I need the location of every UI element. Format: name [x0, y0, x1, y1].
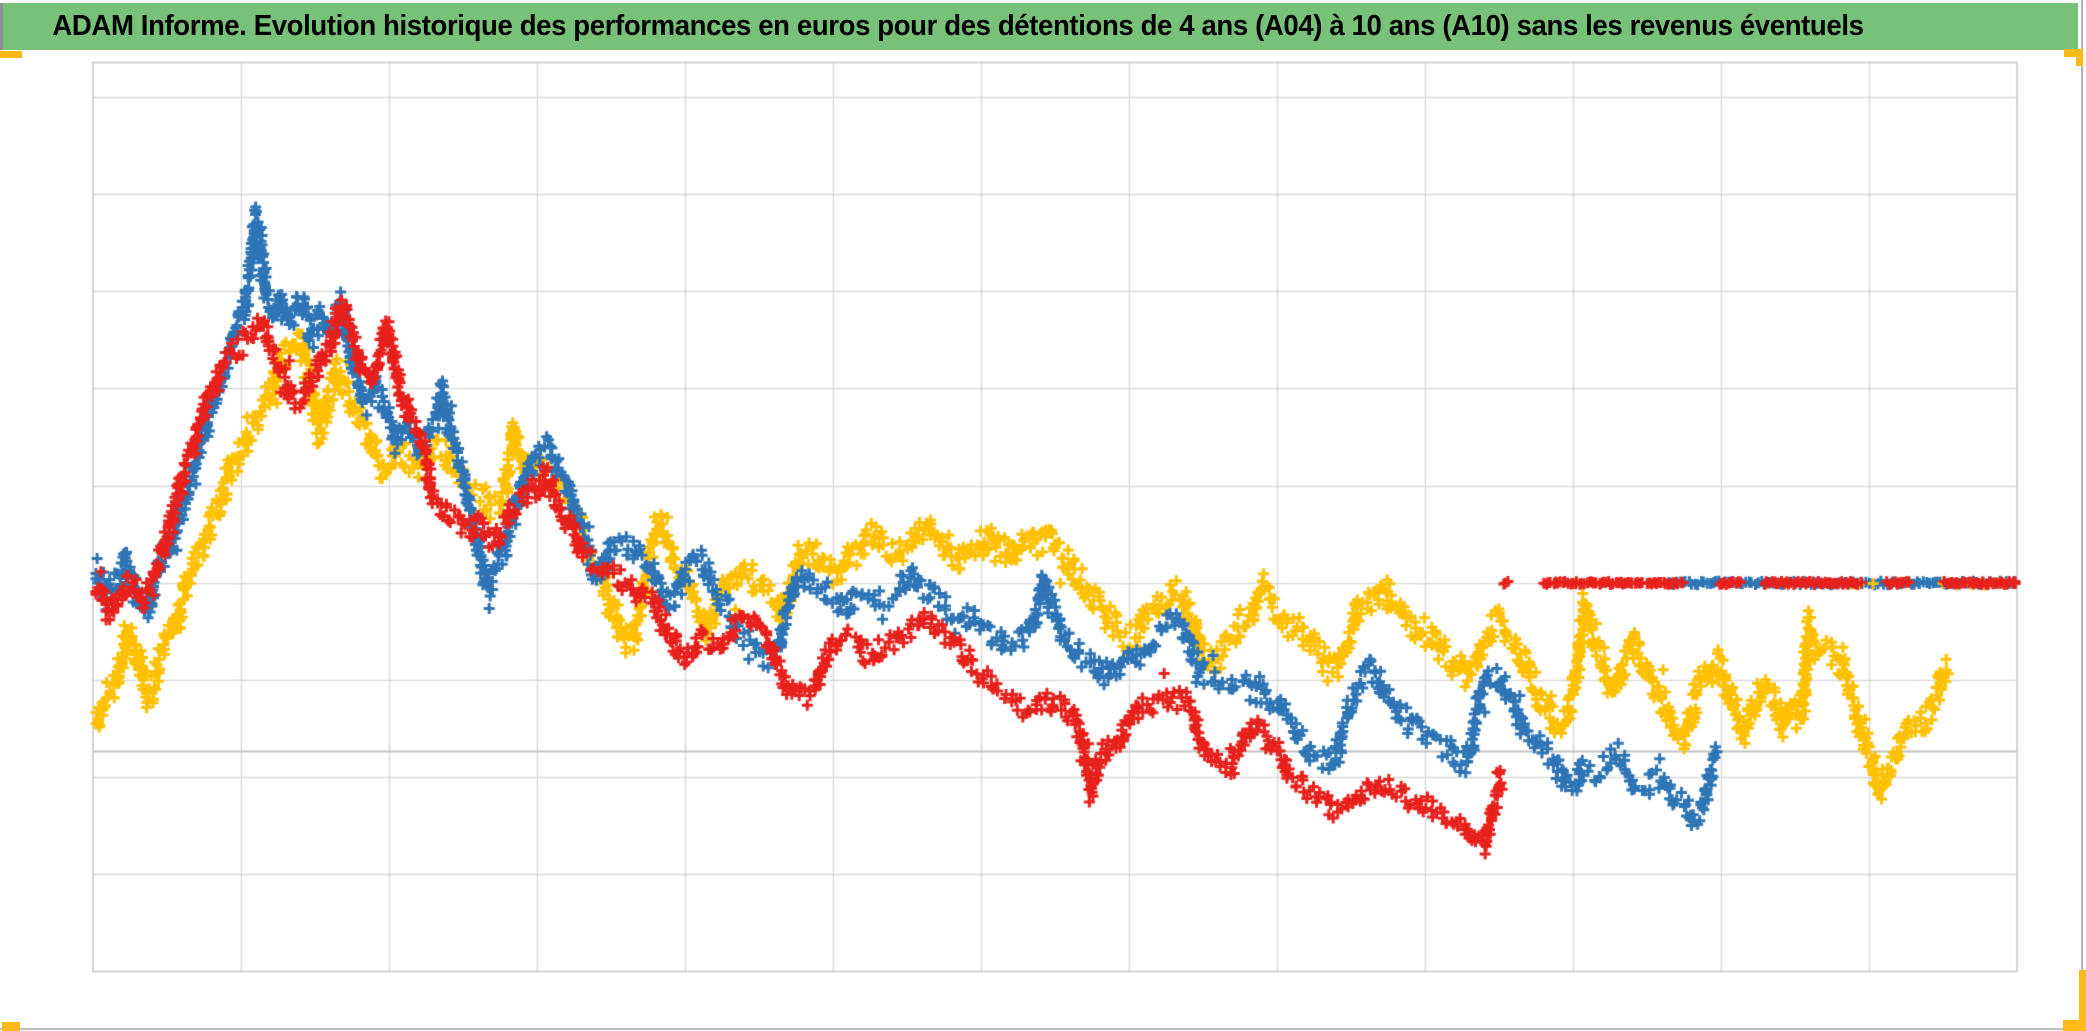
chart-bottom-border-line	[0, 1028, 2064, 1030]
selection-corner-bottom-right	[2063, 1020, 2086, 1031]
chart-right-border-line	[2081, 0, 2083, 970]
selection-corner-bottom-left	[2, 1022, 20, 1031]
selection-corner-top-left	[0, 51, 22, 58]
selection-corner-top-right-vertical	[2076, 49, 2083, 66]
selection-corner-top-right	[2064, 49, 2083, 57]
selection-corner-bottom-right-vertical	[2079, 970, 2086, 1031]
